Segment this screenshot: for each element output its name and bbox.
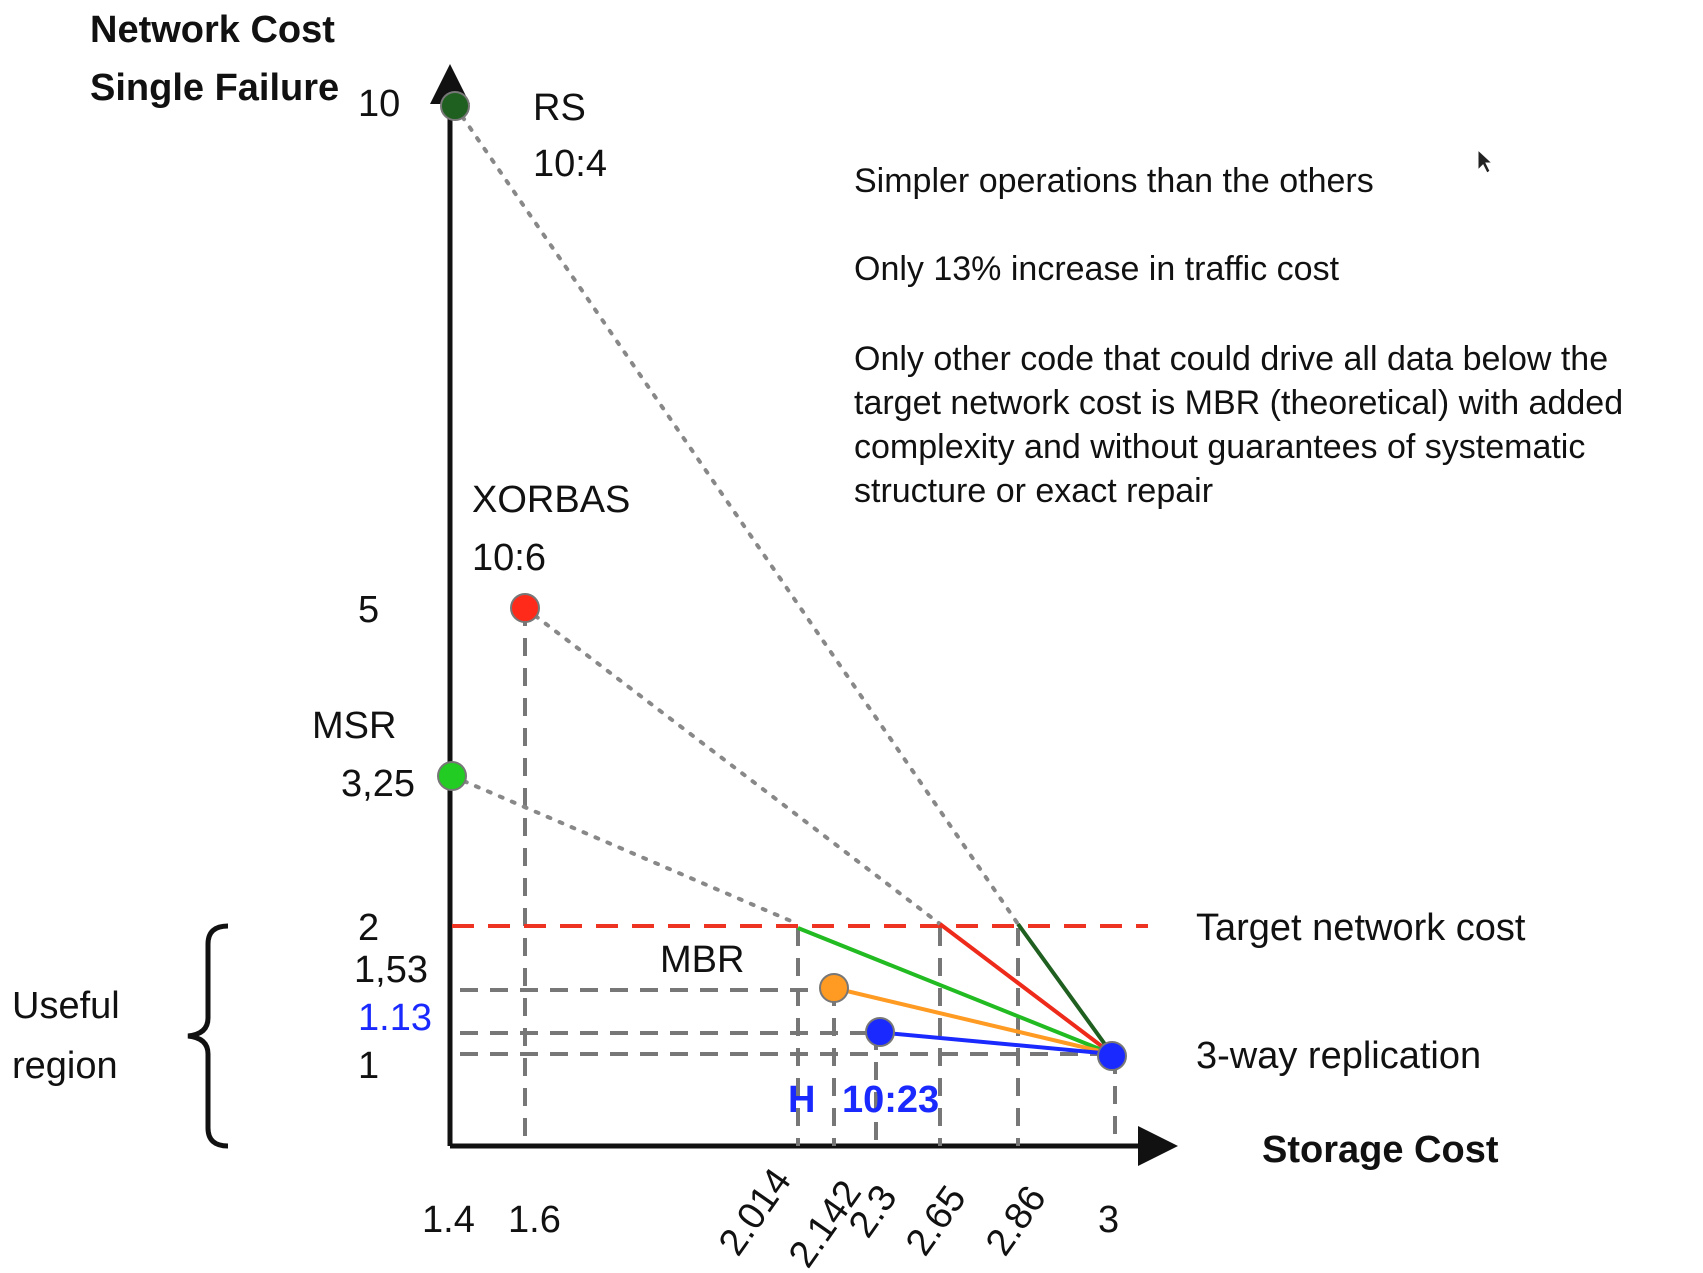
note-line: Only other code that could drive all dat… [854,340,1608,378]
mbr-solid-line [833,986,1113,1056]
point-markers [437,91,1127,1071]
y-tick-label: 10 [358,83,400,125]
rs-solid-line [1016,922,1114,1056]
x-tick-label: 3 [1098,1199,1119,1241]
point-label-mbr: MBR [660,939,744,981]
y-tick-label: 5 [358,589,379,631]
msr-solid-line [797,926,1113,1056]
point-label-msr-value: 3,25 [341,763,415,805]
point-label-h-ratio: 10:23 [842,1079,939,1121]
point-label-msr: MSR [312,705,396,747]
x-tick-label: 1.6 [508,1199,561,1241]
point-labels: RS 10:4 XORBAS 10:6 MSR 3,25 MBR H 10:23… [312,87,1481,1121]
cursor-icon [1477,148,1494,174]
y-axis-title-line1: Network Cost [90,9,335,51]
note-line: structure or exact repair [854,472,1213,510]
point-label-rs-ratio: 10:4 [533,143,607,185]
point-label-xorbas-ratio: 10:6 [472,537,546,579]
region-label-line2: region [12,1045,118,1087]
note-line: Only 13% increase in traffic cost [854,250,1340,288]
solid-lines [797,922,1114,1056]
notes: Simpler operations than the others Only … [854,162,1623,510]
xorbas-dotted-line [523,606,942,926]
point-xorbas [510,593,540,623]
h-solid-line [875,1030,1113,1056]
point-msr [437,761,467,791]
point-label-h: H [788,1079,815,1121]
x-tick-label: 1.4 [422,1199,475,1241]
x-tick-labels: 1.4 1.6 2.014 2.142 2.3 2.65 2.86 3 [422,1161,1119,1273]
point-label-replication: 3-way replication [1196,1035,1481,1077]
threshold-label: Target network cost [1196,907,1526,949]
point-label-rs: RS [533,87,586,129]
point-label-xorbas: XORBAS [472,479,630,521]
rs-dotted-line [453,104,1020,926]
y-tick-label: 1,53 [354,949,428,991]
guide-lines [460,608,1117,1146]
note-line: complexity and without guarantees of sys… [854,428,1585,466]
useful-region-brace [187,923,229,1149]
y-tick-label: 2 [358,907,379,949]
y-tick-labels: 10 5 2 1,53 1.13 1 [354,83,432,1087]
dotted-lines [450,104,1020,926]
y-axis-title-line2: Single Failure [90,67,339,109]
note-line: Simpler operations than the others [854,162,1374,200]
y-tick-label: 1.13 [358,997,432,1039]
region-label-line1: Useful [12,985,120,1027]
point-replication [1097,1041,1127,1071]
x-tick-label: 2.65 [898,1178,975,1263]
point-mbr [819,973,849,1003]
point-h [865,1017,895,1047]
y-tick-label: 1 [358,1045,379,1087]
xorbas-solid-line [938,922,1114,1056]
point-rs [440,91,470,121]
x-axis-title: Storage Cost [1262,1129,1499,1171]
note-line: target network cost is MBR (theoretical)… [854,384,1623,422]
x-tick-label: 2.86 [978,1178,1055,1263]
msr-dotted-line [450,774,800,926]
